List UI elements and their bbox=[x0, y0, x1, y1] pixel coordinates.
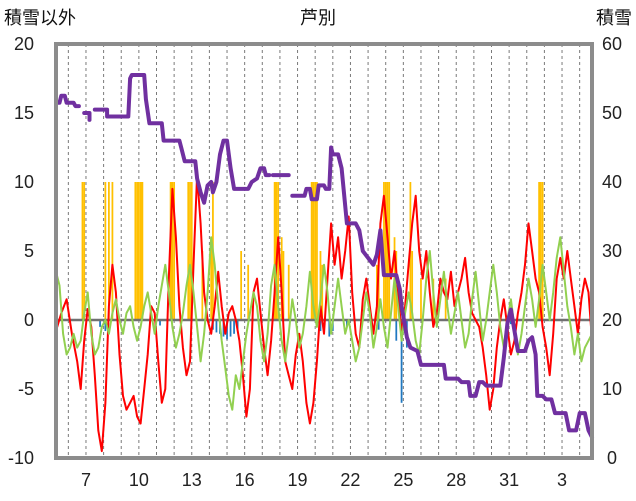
snowfall_bar-bar bbox=[400, 320, 403, 403]
x-tick-label: 31 bbox=[499, 470, 519, 490]
snowfall_bar-bar bbox=[229, 320, 232, 337]
precip_bar-bar bbox=[104, 182, 107, 320]
precip_bar-bar bbox=[201, 251, 204, 320]
x-tick-label: 13 bbox=[182, 470, 202, 490]
precip_bar-bar bbox=[444, 278, 447, 320]
precip_bar-bar bbox=[141, 182, 144, 320]
x-ticks: 7 10 13 16 19 22 25 28 31 3 bbox=[81, 470, 567, 490]
precip_bar-bar bbox=[108, 182, 110, 320]
snowfall_bar-bar bbox=[377, 320, 380, 330]
left-tick-label: -10 bbox=[8, 448, 34, 468]
chart-title: 芦別 bbox=[300, 8, 336, 28]
left-tick-label: 5 bbox=[24, 241, 34, 261]
snowfall_bar-bar bbox=[328, 320, 331, 337]
x-tick-label: 19 bbox=[288, 470, 308, 490]
snowfall_bar-bar bbox=[222, 320, 225, 337]
precip_bar-bar bbox=[310, 182, 313, 320]
x-tick-label: 28 bbox=[446, 470, 466, 490]
precip_bar-bar bbox=[81, 182, 84, 320]
left-tick-label: 20 bbox=[14, 34, 34, 54]
right-tick-label: 50 bbox=[602, 103, 622, 123]
right-tick-label: 60 bbox=[602, 34, 622, 54]
precip_bar-bar bbox=[171, 182, 174, 320]
precip_bar-bar bbox=[273, 182, 276, 320]
precip_bar-bar bbox=[316, 182, 318, 320]
precip_bar-bar bbox=[420, 278, 422, 320]
right-ticks: 60 50 40 30 20 10 0 bbox=[602, 34, 622, 468]
left-tick-label: 15 bbox=[14, 103, 34, 123]
precip_bar-bar bbox=[319, 251, 322, 320]
snow_depth-line bbox=[290, 145, 594, 440]
x-tick-label: 22 bbox=[340, 470, 360, 490]
right-axis-title: 積雪 bbox=[596, 8, 632, 28]
left-tick-label: 10 bbox=[14, 172, 34, 192]
x-tick-label: 10 bbox=[129, 470, 149, 490]
snow_depth-line bbox=[92, 73, 272, 205]
precip_bar-bar bbox=[247, 264, 250, 320]
precip_bar-bar bbox=[314, 182, 317, 320]
left-ticks: 20 15 10 5 0 -5 -10 bbox=[8, 34, 34, 468]
precip_bar-bar bbox=[190, 182, 193, 320]
snowfall_bar-bar bbox=[395, 320, 398, 341]
precip_bar-bar bbox=[137, 182, 140, 320]
precip_bar-bar bbox=[538, 182, 540, 320]
precip_bar-bar bbox=[287, 264, 290, 320]
right-tick-label: 0 bbox=[607, 448, 617, 468]
snowfall_bar-bar bbox=[226, 320, 228, 340]
snowfall_bar-bar bbox=[104, 320, 107, 332]
x-tick-label: 7 bbox=[81, 470, 91, 490]
precip_bar-bar bbox=[173, 182, 176, 320]
precip_bar-bar bbox=[411, 251, 414, 320]
snowfall_bar-bar bbox=[159, 320, 161, 326]
snowfall_bar-bar bbox=[99, 320, 101, 327]
precip_bar-bar bbox=[83, 182, 86, 320]
x-tick-label: 16 bbox=[235, 470, 255, 490]
precip_bar-bar bbox=[539, 182, 542, 320]
precip_bar-bar bbox=[111, 182, 114, 320]
precip_bar-bar bbox=[210, 237, 213, 320]
precip_bar-bar bbox=[386, 182, 389, 320]
snowfall_bar-bar bbox=[233, 320, 235, 334]
left-tick-label: -5 bbox=[18, 379, 34, 399]
snow_depth-line bbox=[82, 111, 92, 122]
precip_bar-bar bbox=[377, 264, 380, 320]
precip_bar-bar bbox=[240, 251, 243, 320]
precip_bar-bar bbox=[189, 182, 191, 320]
min_temp-line bbox=[55, 236, 593, 411]
x-tick-label: 25 bbox=[393, 470, 413, 490]
precip_bar-bar bbox=[384, 182, 387, 320]
precip_bar-bar bbox=[139, 182, 142, 320]
precip_bar-bar bbox=[541, 182, 544, 320]
plot-frame bbox=[54, 42, 594, 460]
precip_bar-bar bbox=[187, 182, 190, 320]
right-tick-label: 20 bbox=[602, 310, 622, 330]
line-layer bbox=[54, 73, 594, 453]
max_temp-line bbox=[55, 174, 593, 453]
right-tick-label: 10 bbox=[602, 379, 622, 399]
left-axis-title: 積雪以外 bbox=[4, 8, 76, 28]
precip_bar-bar bbox=[321, 264, 324, 320]
snowfall_bar-bar bbox=[510, 320, 512, 325]
precip_bar-bar bbox=[282, 251, 285, 320]
left-tick-label: 0 bbox=[24, 310, 34, 330]
precip_bar-bar bbox=[312, 182, 315, 320]
snowfall_bar-bar bbox=[319, 320, 322, 332]
precip_bar-bar bbox=[134, 182, 137, 320]
snowfall_bar-bar bbox=[215, 320, 218, 333]
x-tick-label: 3 bbox=[557, 470, 567, 490]
right-tick-label: 40 bbox=[602, 172, 622, 192]
precip_bar-bar bbox=[136, 182, 138, 320]
right-tick-label: 30 bbox=[602, 241, 622, 261]
snow_depth-line bbox=[54, 93, 81, 109]
